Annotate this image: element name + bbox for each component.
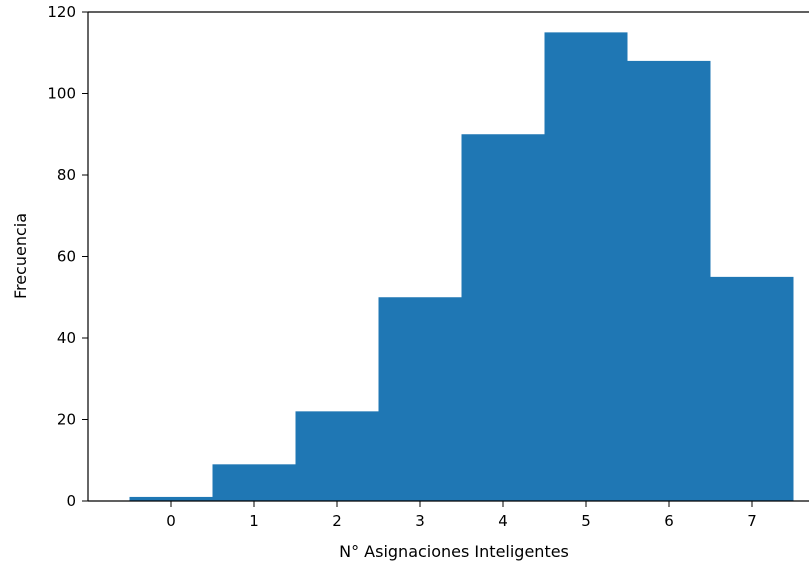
y-axis-label: Frecuencia — [11, 213, 30, 299]
y-ticks-group: 0 20 40 60 80 100 120 — [47, 3, 88, 510]
y-tick-label-20: 20 — [57, 411, 76, 429]
x-tick-label-5: 5 — [581, 512, 591, 530]
x-tick-label-0: 0 — [166, 512, 176, 530]
bar-7 — [710, 276, 794, 501]
y-tick-label-100: 100 — [47, 85, 76, 103]
bars-group — [129, 32, 794, 502]
bar-4 — [461, 134, 545, 501]
y-tick-label-0: 0 — [66, 492, 76, 510]
x-tick-label-2: 2 — [332, 512, 342, 530]
y-tick-label-60: 60 — [57, 248, 76, 266]
x-ticks-group: 0 1 2 3 4 5 6 7 — [166, 501, 757, 530]
bar-0 — [129, 496, 213, 501]
x-tick-label-3: 3 — [415, 512, 425, 530]
y-tick-label-80: 80 — [57, 166, 76, 184]
bar-5 — [544, 32, 628, 501]
bar-2 — [295, 411, 379, 501]
y-tick-label-40: 40 — [57, 329, 76, 347]
x-axis-label: N° Asignaciones Inteligentes — [339, 542, 569, 561]
y-tick-label-120: 120 — [47, 3, 76, 21]
bar-6 — [627, 60, 711, 502]
bar-1 — [212, 464, 296, 501]
x-tick-label-4: 4 — [498, 512, 508, 530]
x-tick-label-7: 7 — [747, 512, 757, 530]
bar-3 — [378, 297, 462, 501]
x-tick-label-1: 1 — [249, 512, 259, 530]
x-tick-label-6: 6 — [664, 512, 674, 530]
